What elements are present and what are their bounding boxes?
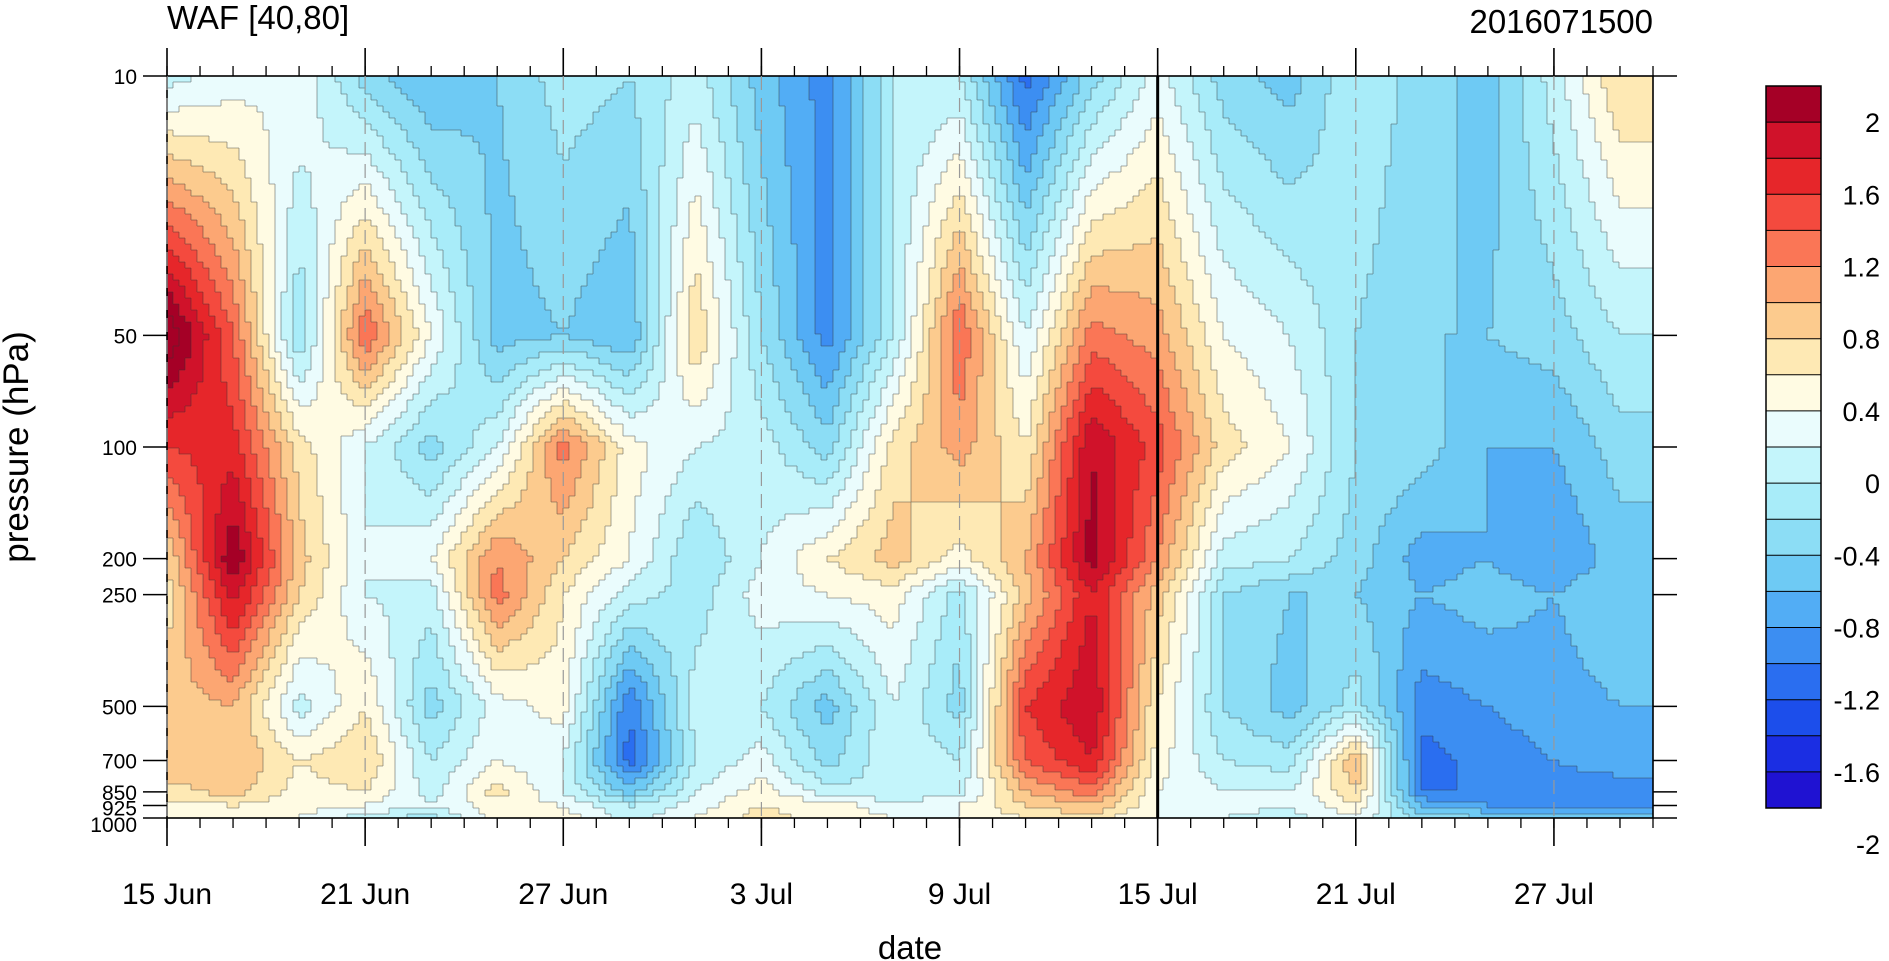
colorbar-swatch	[1766, 158, 1821, 195]
contour-fill-layer	[167, 76, 1653, 818]
y-tick-label: 1000	[90, 814, 137, 837]
colorbar-swatch	[1766, 699, 1821, 737]
colorbar-label: 0.8	[1842, 325, 1880, 355]
colorbar-swatch	[1766, 410, 1821, 448]
colorbar-label: 1.6	[1842, 180, 1880, 210]
colorbar-label: 1.2	[1842, 253, 1880, 283]
colorbar-swatch	[1766, 194, 1821, 231]
y-tick-label: 250	[102, 585, 137, 608]
x-tick-label: 15 Jun	[122, 878, 212, 911]
x-tick-label: 27 Jun	[518, 878, 608, 911]
colorbar-swatch	[1766, 122, 1821, 159]
y-tick-label: 50	[114, 325, 137, 348]
y-tick-label: 200	[102, 549, 137, 572]
colorbar-label: -1.2	[1833, 686, 1880, 716]
colorbar-swatch	[1766, 735, 1821, 773]
x-tick-label: 21 Jun	[320, 878, 410, 911]
colorbar: 2 1.6 1.2 0.8 0.4 0 -0.4 -0.8 -1.2 -1.6 -2	[1765, 85, 1880, 860]
colorbar-swatch	[1766, 447, 1821, 484]
y-tick-label: 925	[102, 797, 137, 820]
colorbar-swatch	[1766, 771, 1821, 809]
x-tick-label: 27 Jul	[1514, 878, 1594, 911]
colorbar-label: 0	[1865, 469, 1880, 499]
y-tick-label: 10	[114, 66, 137, 89]
x-axis-label: date	[878, 929, 942, 961]
colorbar-swatch	[1766, 663, 1821, 701]
colorbar-label: 2	[1865, 108, 1880, 138]
x-tick-label: 15 Jul	[1118, 878, 1198, 911]
y-axis-label: pressure (hPa)	[0, 331, 36, 562]
colorbar-swatch	[1766, 374, 1821, 412]
colorbar-swatch	[1766, 266, 1821, 303]
x-tick-label: 21 Jul	[1316, 878, 1396, 911]
colorbar-swatch	[1766, 338, 1821, 376]
axes-layer: 15 Jun 21 Jun 27 Jun 3 Jul 9 Jul 15 Jul 21 Jul…	[90, 48, 1677, 911]
colorbar-swatch	[1766, 302, 1821, 340]
colorbar-label: 0.4	[1842, 397, 1880, 427]
chart-subtitle: 2016071500	[1469, 3, 1653, 40]
colorbar-swatch	[1766, 555, 1821, 592]
colorbar-swatch	[1766, 519, 1821, 556]
colorbar-label: -1.6	[1833, 758, 1880, 788]
colorbar-swatch	[1766, 86, 1821, 123]
colorbar-label: -2	[1856, 830, 1880, 860]
colorbar-swatch	[1766, 483, 1821, 520]
contour-line-layer	[167, 76, 1653, 818]
colorbar-swatch	[1766, 230, 1821, 267]
y-tick-label: 500	[102, 696, 137, 719]
colorbar-swatch	[1766, 591, 1821, 628]
colorbar-swatch	[1766, 627, 1821, 664]
y-tick-label: 700	[102, 751, 137, 774]
x-tick-label: 3 Jul	[730, 878, 793, 911]
chart-title: WAF [40,80]	[167, 0, 349, 36]
y-tick-label: 100	[102, 437, 137, 460]
colorbar-label: -0.8	[1833, 614, 1880, 644]
x-tick-label: 9 Jul	[928, 878, 991, 911]
y-tick-label: 850	[102, 782, 137, 805]
colorbar-label: -0.4	[1833, 541, 1880, 571]
